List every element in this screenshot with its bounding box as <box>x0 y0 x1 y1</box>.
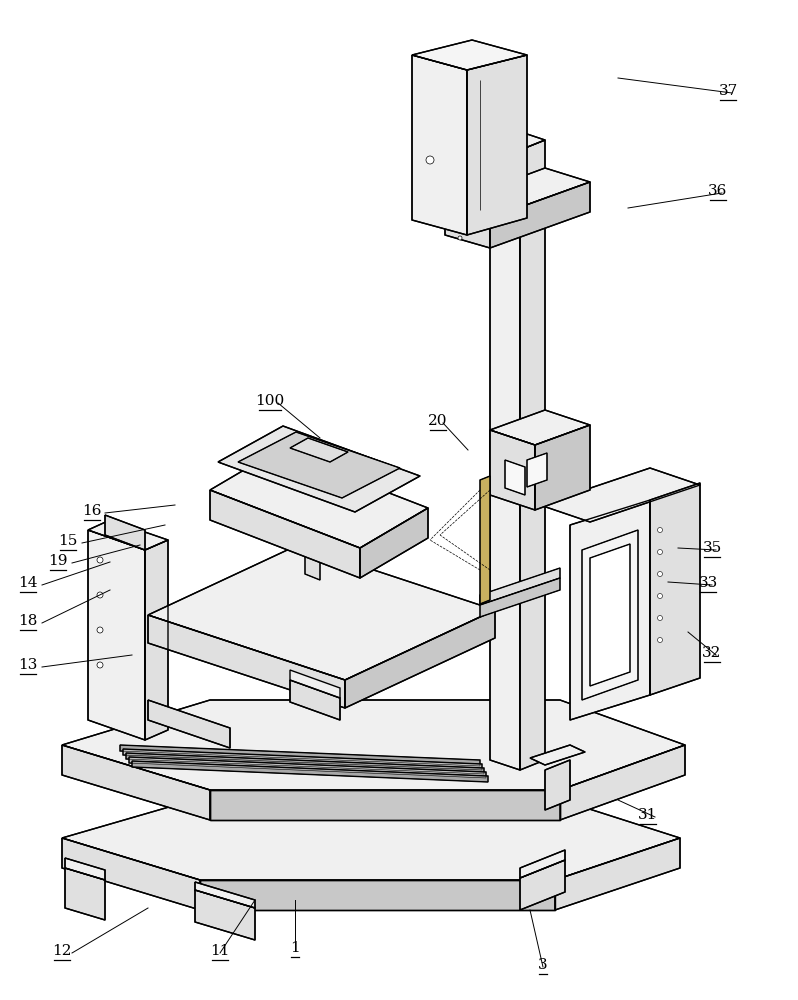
Polygon shape <box>520 850 565 878</box>
Polygon shape <box>129 757 486 778</box>
Polygon shape <box>490 430 535 510</box>
Circle shape <box>426 156 434 164</box>
Polygon shape <box>505 460 525 495</box>
Polygon shape <box>105 515 145 550</box>
Circle shape <box>97 557 103 563</box>
Polygon shape <box>210 450 428 548</box>
Circle shape <box>97 627 103 633</box>
Text: 33: 33 <box>698 576 717 590</box>
Polygon shape <box>195 890 255 940</box>
Text: 15: 15 <box>58 534 77 548</box>
Circle shape <box>658 638 662 643</box>
Text: 18: 18 <box>18 614 38 628</box>
Polygon shape <box>290 438 348 462</box>
Polygon shape <box>535 425 590 510</box>
Polygon shape <box>148 545 495 680</box>
Polygon shape <box>62 700 685 790</box>
Polygon shape <box>88 520 168 550</box>
Polygon shape <box>467 55 527 235</box>
Polygon shape <box>490 410 590 445</box>
Polygon shape <box>412 55 467 235</box>
Polygon shape <box>290 670 340 698</box>
Circle shape <box>658 593 662 598</box>
Text: 12: 12 <box>52 944 72 958</box>
Circle shape <box>458 226 462 230</box>
Polygon shape <box>490 140 520 770</box>
Polygon shape <box>218 426 420 512</box>
Polygon shape <box>520 860 565 910</box>
Polygon shape <box>480 578 560 617</box>
Polygon shape <box>200 880 555 910</box>
Text: 16: 16 <box>82 504 102 518</box>
Polygon shape <box>445 205 490 248</box>
Polygon shape <box>490 182 590 248</box>
Text: 32: 32 <box>702 646 721 660</box>
Polygon shape <box>520 140 545 770</box>
Polygon shape <box>148 700 230 748</box>
Circle shape <box>458 216 462 220</box>
Polygon shape <box>195 882 255 908</box>
Polygon shape <box>527 453 547 487</box>
Polygon shape <box>412 40 527 70</box>
Polygon shape <box>62 798 680 880</box>
Circle shape <box>658 572 662 576</box>
Polygon shape <box>445 168 590 218</box>
Text: 35: 35 <box>702 541 721 555</box>
Polygon shape <box>126 753 484 774</box>
Circle shape <box>658 550 662 554</box>
Circle shape <box>458 236 462 240</box>
Polygon shape <box>145 540 168 740</box>
Text: 31: 31 <box>638 808 658 822</box>
Polygon shape <box>590 544 630 686</box>
Text: 19: 19 <box>48 554 68 568</box>
Text: 100: 100 <box>255 394 285 408</box>
Polygon shape <box>65 858 105 880</box>
Polygon shape <box>540 468 700 522</box>
Polygon shape <box>555 838 680 910</box>
Polygon shape <box>88 530 145 740</box>
Polygon shape <box>582 530 638 700</box>
Polygon shape <box>62 745 210 820</box>
Circle shape <box>97 592 103 598</box>
Polygon shape <box>490 130 545 150</box>
Text: 37: 37 <box>718 84 737 98</box>
Text: 3: 3 <box>538 958 547 972</box>
Polygon shape <box>210 490 360 578</box>
Text: 1: 1 <box>290 941 300 955</box>
Polygon shape <box>290 680 340 720</box>
Circle shape <box>97 662 103 668</box>
Circle shape <box>658 615 662 620</box>
Polygon shape <box>530 745 585 765</box>
Text: 20: 20 <box>429 414 448 428</box>
Text: 11: 11 <box>210 944 230 958</box>
Polygon shape <box>560 745 685 820</box>
Polygon shape <box>345 610 495 708</box>
Polygon shape <box>132 761 488 782</box>
Polygon shape <box>210 790 560 820</box>
Polygon shape <box>238 432 400 498</box>
Polygon shape <box>545 760 570 810</box>
Text: 36: 36 <box>709 184 728 198</box>
Polygon shape <box>650 483 700 695</box>
Polygon shape <box>480 568 560 605</box>
Text: 14: 14 <box>18 576 38 590</box>
Polygon shape <box>123 749 482 770</box>
Polygon shape <box>480 476 490 604</box>
Polygon shape <box>65 868 105 920</box>
Polygon shape <box>360 508 428 578</box>
Polygon shape <box>148 615 345 708</box>
Polygon shape <box>570 500 650 720</box>
Polygon shape <box>305 548 320 580</box>
Polygon shape <box>62 838 200 910</box>
Circle shape <box>658 528 662 532</box>
Polygon shape <box>120 745 480 766</box>
Text: 13: 13 <box>18 658 38 672</box>
